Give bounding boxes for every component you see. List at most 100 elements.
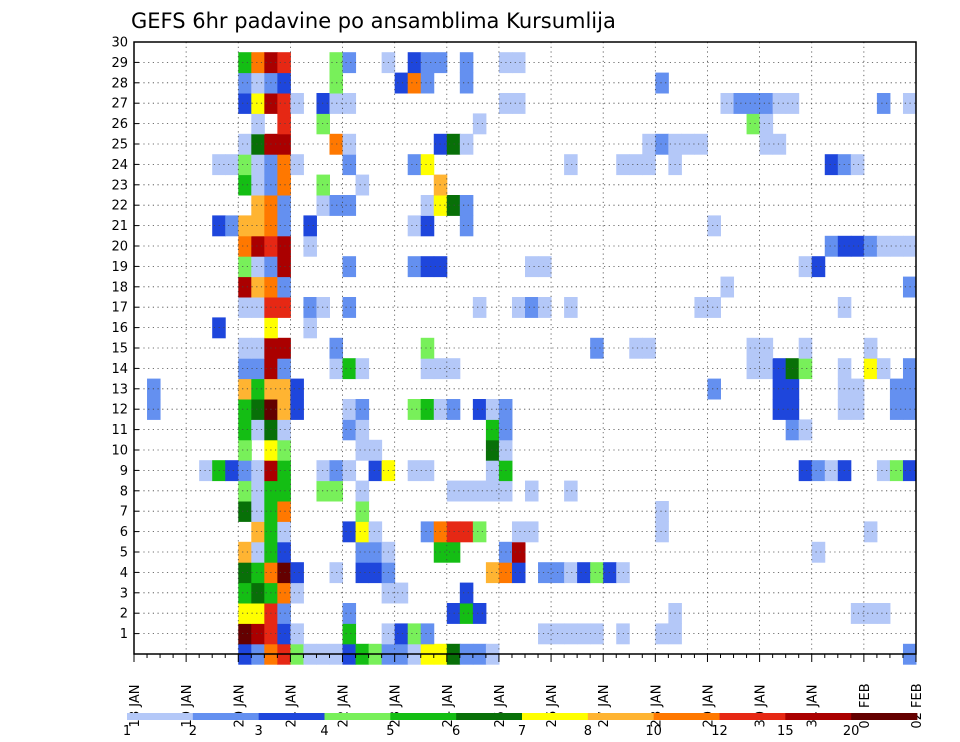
heatmap-cell xyxy=(316,174,330,196)
heatmap-cell xyxy=(277,133,291,155)
colorbar-swatch xyxy=(522,713,589,720)
heatmap-cell xyxy=(655,133,669,155)
heatmap-cell xyxy=(694,133,708,155)
heatmap-cell xyxy=(368,541,383,563)
heatmap-cell xyxy=(225,215,239,237)
heatmap-cell xyxy=(251,480,265,502)
heatmap-cell xyxy=(251,174,265,196)
heatmap-cell xyxy=(251,215,265,237)
heatmap-cell xyxy=(655,501,669,522)
heatmap-cell xyxy=(251,623,265,645)
heatmap-cell xyxy=(251,399,265,420)
heatmap-cell xyxy=(407,154,422,176)
heatmap-cell xyxy=(251,154,265,176)
heatmap-cell xyxy=(525,521,539,543)
heatmap-cell xyxy=(238,378,252,400)
colorbar-swatch xyxy=(324,713,391,720)
heatmap-cell xyxy=(538,623,552,645)
heatmap-cell xyxy=(746,93,761,114)
heatmap-cell xyxy=(538,256,552,278)
colorbar-legend: 1 2 3 4 5 6 7 8 10 12 15 20 xyxy=(123,713,918,739)
colorbar-swatch xyxy=(851,713,918,720)
x-tick-label: 30 JAN xyxy=(754,685,769,728)
heatmap-cell xyxy=(251,603,265,624)
heatmap-cell xyxy=(472,480,487,502)
heatmap-cell xyxy=(446,603,461,624)
heatmap-cell xyxy=(277,52,291,74)
heatmap-cell xyxy=(368,460,383,482)
heatmap-cell xyxy=(707,297,721,318)
heatmap-cell xyxy=(277,276,291,298)
heatmap-cell xyxy=(863,358,878,380)
heatmap-cell xyxy=(277,603,291,624)
x-tick-label: 22 JAN xyxy=(337,685,352,728)
heatmap-cell xyxy=(642,133,656,155)
heatmap-cell xyxy=(277,235,291,257)
heatmap-cell xyxy=(290,623,304,645)
heatmap-cell xyxy=(238,337,252,359)
heatmap-cell xyxy=(251,541,265,563)
heatmap-cell xyxy=(342,399,357,420)
heatmap-cell xyxy=(238,72,252,94)
heatmap-cell xyxy=(342,256,357,278)
heatmap-cell xyxy=(238,297,252,318)
y-tick-label: 10 xyxy=(111,444,128,459)
heatmap-cell xyxy=(238,541,252,563)
heatmap-cell xyxy=(889,460,904,482)
heatmap-cell xyxy=(446,399,461,420)
heatmap-cell xyxy=(420,72,435,94)
heatmap-cell xyxy=(290,582,304,604)
heatmap-cell xyxy=(251,521,265,543)
heatmap-cell xyxy=(564,154,578,176)
heatmap-cell xyxy=(277,623,291,645)
heatmap-cell xyxy=(681,133,695,155)
heatmap-cell xyxy=(863,603,878,624)
heatmap-cell xyxy=(277,113,291,135)
heatmap-cell xyxy=(707,215,721,237)
colorbar-tick-label: 15 xyxy=(777,724,794,739)
y-tick-label: 1 xyxy=(120,627,128,642)
heatmap-cell xyxy=(850,399,865,420)
heatmap-cell xyxy=(251,133,265,155)
heatmap-cell xyxy=(811,256,826,278)
heatmap-cell xyxy=(772,358,787,380)
heatmap-cell xyxy=(446,521,461,543)
heatmap-cell xyxy=(277,439,291,461)
heatmap-cell xyxy=(303,215,317,237)
heatmap-cell xyxy=(277,337,291,359)
heatmap-cell xyxy=(511,93,526,114)
heatmap-cell xyxy=(407,256,422,278)
x-tick-label: 25 JAN xyxy=(493,685,508,728)
colorbar-tick-label: 20 xyxy=(843,724,860,739)
heatmap-cell xyxy=(420,256,435,278)
colorbar-swatch xyxy=(390,713,457,720)
heatmap-cell xyxy=(525,256,539,278)
colorbar-swatch xyxy=(719,713,786,720)
y-tick-label: 12 xyxy=(111,403,128,418)
colorbar-tick-label: 3 xyxy=(255,724,263,739)
heatmap-cell xyxy=(277,521,291,543)
colorbar-swatch xyxy=(785,713,852,720)
colorbar-swatch xyxy=(653,713,720,720)
heatmap-cell xyxy=(368,439,383,461)
heatmap-cell xyxy=(746,113,761,135)
heatmap-cell xyxy=(446,541,461,563)
y-tick-label: 19 xyxy=(111,260,128,275)
heatmap-cell xyxy=(876,93,891,114)
heatmap-cell xyxy=(342,93,357,114)
colorbar-swatch xyxy=(456,713,523,720)
colorbar-swatch xyxy=(258,713,325,720)
heatmap-cell xyxy=(459,133,474,155)
heatmap-cell xyxy=(459,582,474,604)
heatmap-cell xyxy=(290,399,304,420)
heatmap-cell xyxy=(251,378,265,400)
heatmap-cell xyxy=(642,154,656,176)
y-tick-label: 2 xyxy=(120,607,128,622)
heatmap-cell xyxy=(238,174,252,196)
y-tick-label: 22 xyxy=(111,199,128,214)
heatmap-cell xyxy=(277,460,291,482)
colorbar-tick-label: 5 xyxy=(386,724,394,739)
heatmap-cell xyxy=(342,154,357,176)
heatmap-cell xyxy=(655,521,669,543)
y-tick-label: 25 xyxy=(111,138,128,153)
